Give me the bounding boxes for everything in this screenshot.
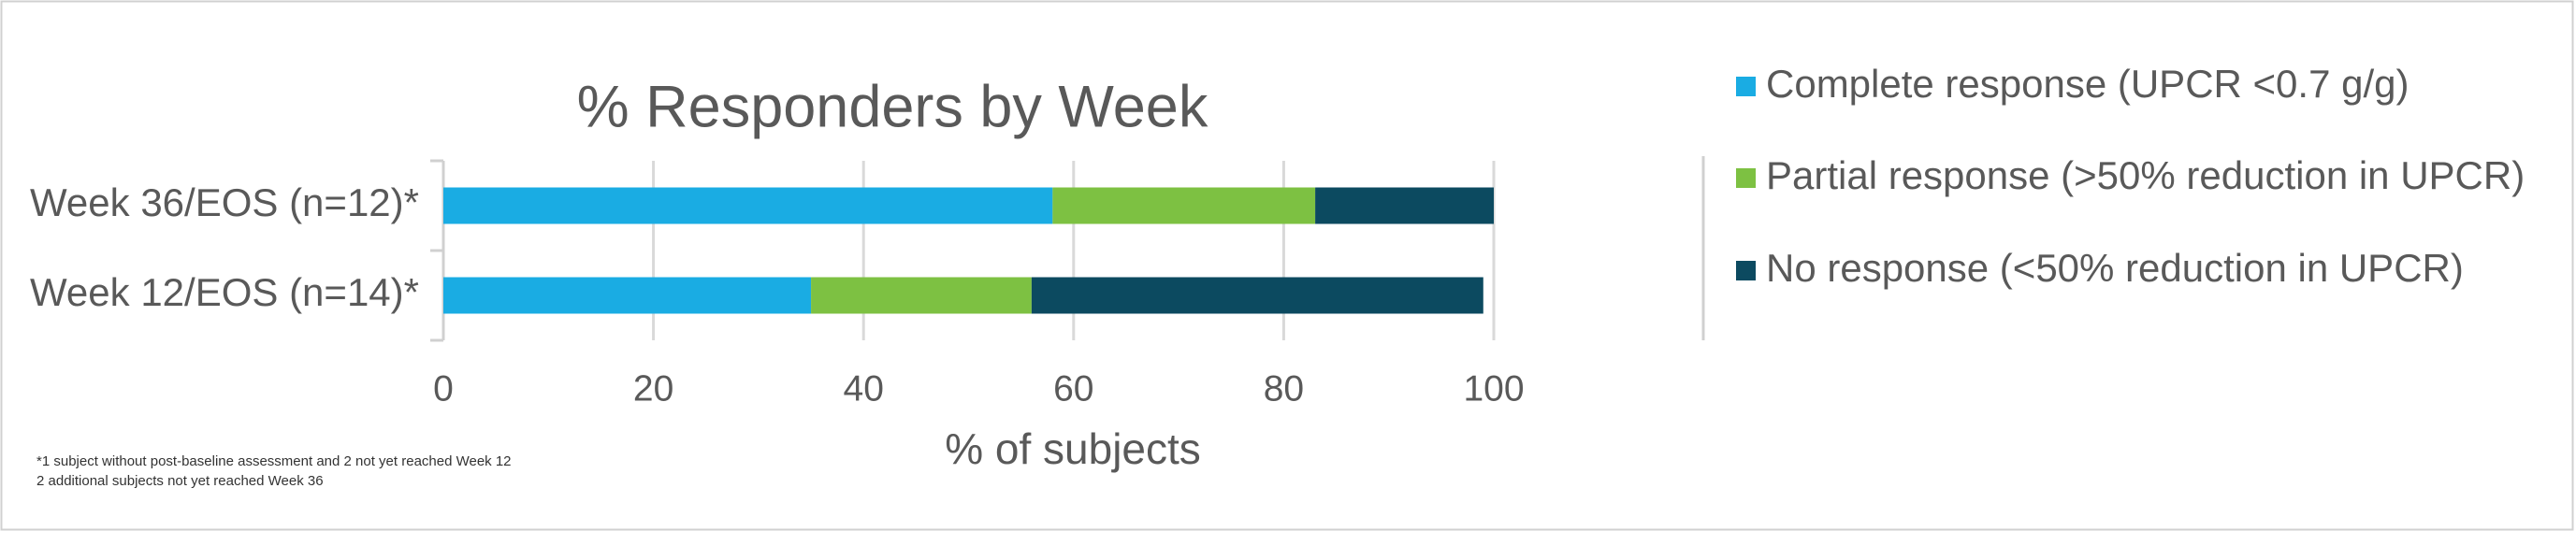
y-tick-label: Week 36/EOS (n=12)* bbox=[30, 180, 419, 224]
footnote: *1 subject without post-baseline assessm… bbox=[36, 453, 512, 469]
bar-segment bbox=[443, 187, 1053, 224]
bar-segment bbox=[1315, 187, 1494, 224]
x-tick-label: 20 bbox=[633, 368, 673, 409]
legend-label: Complete response (UPCR <0.7 g/g) bbox=[1766, 62, 2409, 106]
legend-label: No response (<50% reduction in UPCR) bbox=[1766, 246, 2464, 290]
footnote: 2 additional subjects not yet reached We… bbox=[36, 473, 324, 489]
x-tick-label: 40 bbox=[844, 368, 884, 409]
x-tick-label: 0 bbox=[433, 368, 454, 409]
chart-title: % Responders by Week bbox=[577, 75, 1208, 140]
bar-segment bbox=[1052, 187, 1316, 224]
x-tick-label: 80 bbox=[1264, 368, 1304, 409]
bar-segment bbox=[443, 277, 812, 314]
bar-segment bbox=[811, 277, 1032, 314]
frame bbox=[0, 0, 2574, 531]
y-tick-label: Week 12/EOS (n=14)* bbox=[30, 270, 419, 314]
legend-swatch bbox=[1736, 168, 1756, 188]
x-tick-label: 60 bbox=[1053, 368, 1093, 409]
legend-swatch bbox=[1736, 77, 1756, 96]
x-axis-label: % of subjects bbox=[945, 424, 1201, 473]
x-tick-label: 100 bbox=[1463, 368, 1524, 409]
legend-label: Partial response (>50% reduction in UPCR… bbox=[1766, 153, 2525, 197]
bar-segment bbox=[1031, 277, 1483, 314]
legend-swatch bbox=[1736, 261, 1756, 280]
